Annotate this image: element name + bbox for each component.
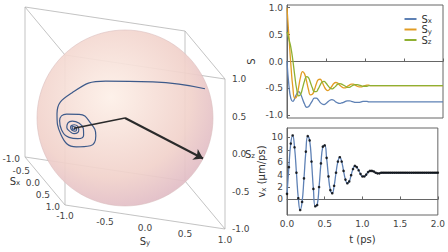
svg-text:S: S (246, 58, 257, 64)
svg-text:t (ps): t (ps) (349, 234, 376, 245)
svg-text:x: x (428, 17, 432, 25)
svg-text:-1.0: -1.0 (232, 224, 250, 234)
svg-text:x: x (16, 179, 20, 187)
svg-text:-1.0: -1.0 (56, 211, 74, 221)
svg-text:S: S (245, 148, 252, 160)
svg-text:v: v (256, 191, 267, 198)
svg-text:0.5: 0.5 (269, 30, 283, 40)
svg-text:-1.0: -1.0 (265, 110, 283, 120)
svg-text:-0.5: -0.5 (96, 217, 114, 227)
svg-text:0.0: 0.0 (26, 178, 41, 188)
svg-text:-0.5: -0.5 (232, 187, 250, 197)
svg-text:(μm/ps): (μm/ps) (256, 145, 267, 187)
svg-text:-0.5: -0.5 (12, 166, 30, 176)
svg-text:0: 0 (277, 194, 283, 204)
svg-text:1.0: 1.0 (232, 74, 247, 84)
svg-text:S: S (139, 235, 147, 247)
svg-text:10: 10 (272, 132, 284, 142)
svg-text:0.0: 0.0 (232, 149, 247, 159)
svg-text:0.5: 0.5 (178, 229, 192, 239)
svg-text:1.5: 1.5 (393, 219, 407, 229)
svg-text:S: S (421, 13, 428, 25)
svg-text:S: S (421, 34, 428, 46)
svg-text:2.0: 2.0 (431, 219, 446, 229)
svg-text:S: S (9, 175, 17, 187)
svg-text:1.0: 1.0 (218, 235, 233, 245)
svg-text:z: z (428, 38, 432, 46)
svg-text:2: 2 (277, 182, 283, 192)
svg-text:4: 4 (277, 170, 283, 180)
svg-text:0.5: 0.5 (318, 219, 332, 229)
svg-text:-1.0: -1.0 (2, 154, 20, 164)
svg-text:8: 8 (277, 145, 283, 155)
svg-text:1.0: 1.0 (269, 3, 284, 13)
svg-text:y: y (146, 239, 150, 247)
svg-text:1.0: 1.0 (355, 219, 370, 229)
svg-text:0.0: 0.0 (269, 57, 284, 67)
svg-text:-0.5: -0.5 (265, 83, 283, 93)
svg-text:6: 6 (277, 157, 283, 167)
svg-text:z: z (251, 152, 255, 160)
svg-text:x: x (259, 187, 268, 192)
svg-text:S: S (421, 24, 428, 35)
svg-text:0.5: 0.5 (232, 112, 246, 122)
svg-text:y: y (428, 28, 432, 36)
svg-text:1.0: 1.0 (45, 202, 60, 212)
svg-text:0.0: 0.0 (138, 223, 153, 233)
svg-text:0.0: 0.0 (280, 219, 295, 229)
svg-text:0.5: 0.5 (36, 190, 50, 200)
